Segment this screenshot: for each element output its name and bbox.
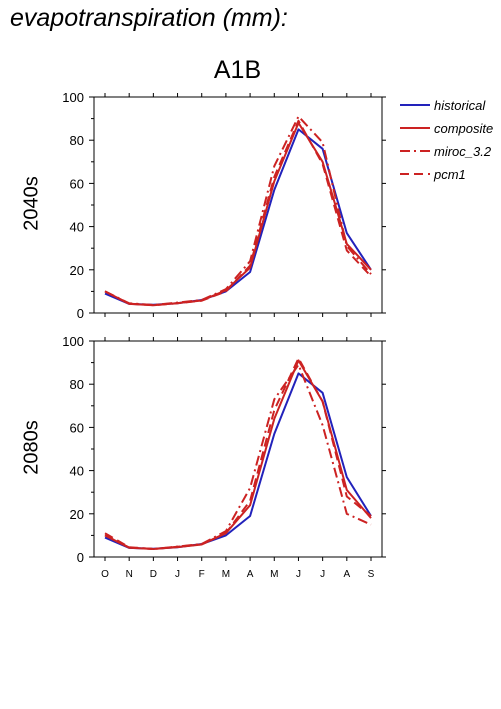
series-line-pcm1 xyxy=(104,119,372,307)
legend-label-miroc_3.2: miroc_3.2 xyxy=(434,144,492,159)
series-line-miroc_3.2 xyxy=(104,115,372,306)
x-tick-label: J xyxy=(175,569,180,580)
y-tick-label: 100 xyxy=(62,334,84,349)
series-line-historical xyxy=(104,372,372,550)
x-tick-label: A xyxy=(343,569,350,580)
y-tick-label: 0 xyxy=(77,306,84,321)
series-line-pcm1 xyxy=(104,357,372,550)
x-tick-label: F xyxy=(199,569,205,580)
y-tick-label: 0 xyxy=(77,550,84,565)
x-tick-label: A xyxy=(247,569,254,580)
x-tick-label: J xyxy=(296,569,301,580)
y-tick-label: 100 xyxy=(62,90,84,105)
y-tick-label: 80 xyxy=(70,133,84,148)
y-tick-label: 40 xyxy=(70,220,84,235)
y-tick-label: 20 xyxy=(70,263,84,278)
legend-label-pcm1: pcm1 xyxy=(433,167,466,182)
y-tick-label: 20 xyxy=(70,507,84,522)
y-tick-label: 60 xyxy=(70,420,84,435)
x-tick-label: S xyxy=(368,569,375,580)
x-tick-label: M xyxy=(222,569,230,580)
column-title: A1B xyxy=(213,56,262,84)
y-tick-label: 60 xyxy=(70,176,84,191)
y-tick-label: 40 xyxy=(70,464,84,479)
legend-label-composite: composite xyxy=(434,121,493,136)
page-title: evapotranspiration (mm): xyxy=(10,4,288,32)
x-tick-label: J xyxy=(320,569,325,580)
x-tick-label: D xyxy=(150,569,157,580)
series-line-miroc_3.2 xyxy=(104,363,372,550)
x-tick-label: N xyxy=(126,569,133,580)
y-tick-label: 80 xyxy=(70,377,84,392)
x-tick-label: M xyxy=(270,569,278,580)
x-tick-label: O xyxy=(101,569,109,580)
legend-label-historical: historical xyxy=(434,98,486,113)
